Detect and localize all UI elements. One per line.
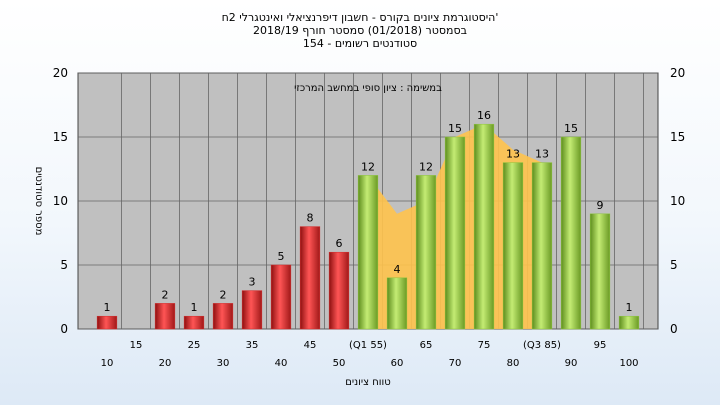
- y-tick-left: 20: [53, 66, 68, 80]
- data-label-65: 12: [419, 160, 433, 173]
- x-tick-upper: 95: [594, 340, 607, 351]
- y-tick-right: 5: [670, 258, 678, 272]
- data-label-95: 9: [597, 199, 604, 212]
- data-label-35: 3: [249, 276, 256, 289]
- x-tick-upper: 25: [188, 340, 201, 351]
- x-tick-lower: 50: [333, 358, 346, 369]
- y-tick-left: 15: [53, 130, 68, 144]
- x-tick-lower: 30: [217, 358, 230, 369]
- data-label-45: 8: [307, 212, 314, 225]
- x-tick-lower: 70: [449, 358, 462, 369]
- data-label-85: 13: [535, 148, 549, 161]
- bar-10: [96, 315, 118, 330]
- y-tick-right: 15: [670, 130, 685, 144]
- bar-25: [183, 315, 205, 330]
- chart-title-line-1: 'היסטוגרמת ציונים בקורס - חשבון דיפרנציא…: [221, 11, 499, 24]
- bar-30: [212, 303, 234, 330]
- bar-50: [328, 251, 350, 330]
- bar-20: [154, 303, 176, 330]
- data-label-40: 5: [278, 250, 285, 263]
- x-tick-upper: 15: [130, 340, 143, 351]
- bar-35: [241, 290, 263, 330]
- x-tick-upper: (Q1 55): [349, 340, 387, 351]
- data-label-90: 15: [564, 122, 578, 135]
- y-tick-right: 10: [670, 194, 685, 208]
- data-label-80: 13: [506, 148, 520, 161]
- data-label-30: 2: [220, 288, 227, 301]
- bar-45: [299, 226, 321, 330]
- bar-85: [531, 162, 553, 330]
- x-tick-lower: 40: [275, 358, 288, 369]
- data-label-100: 1: [626, 301, 633, 314]
- data-label-55: 12: [361, 160, 375, 173]
- data-label-60: 4: [394, 263, 401, 276]
- x-axis-label: טווח ציונים: [345, 377, 390, 388]
- bar-40: [270, 264, 292, 330]
- data-label-20: 2: [162, 288, 169, 301]
- x-tick-lower: 80: [507, 358, 520, 369]
- y-tick-left: 0: [60, 322, 68, 336]
- bar-80: [502, 162, 524, 330]
- data-label-70: 15: [448, 122, 462, 135]
- x-tick-lower: 60: [391, 358, 404, 369]
- bar-90: [560, 136, 582, 330]
- x-tick-upper: 35: [246, 340, 259, 351]
- data-label-75: 16: [477, 109, 491, 122]
- x-tick-upper: (Q3 85): [523, 340, 561, 351]
- task-annotation: במשימה : ציון סופי במחשב המרכזי: [294, 83, 442, 94]
- y-tick-left: 10: [53, 194, 68, 208]
- chart-title-line-3: סטודנטים רשומים - 154: [302, 37, 418, 50]
- bar-65: [415, 175, 437, 330]
- y-tick-right: 20: [670, 66, 685, 80]
- y-tick-left: 5: [60, 258, 68, 272]
- data-label-10: 1: [104, 301, 111, 314]
- y-axis-label: מספר סטודנטים: [33, 167, 44, 236]
- data-label-25: 1: [191, 301, 198, 314]
- x-tick-upper: 65: [420, 340, 433, 351]
- data-label-50: 6: [336, 237, 343, 250]
- chart-title-line-2: בסמסטר (01/2018) סמסטר חורף 2018/19: [253, 24, 467, 37]
- bar-60: [386, 277, 408, 330]
- x-tick-lower: 100: [619, 358, 638, 369]
- x-tick-upper: 75: [478, 340, 491, 351]
- bar-100: [618, 315, 640, 330]
- x-tick-lower: 90: [565, 358, 578, 369]
- x-tick-upper: 45: [304, 340, 317, 351]
- bar-70: [444, 136, 466, 330]
- x-tick-lower: 20: [159, 358, 172, 369]
- bar-95: [589, 213, 611, 330]
- x-tick-lower: 10: [101, 358, 114, 369]
- bar-75: [473, 123, 495, 330]
- bar-55: [357, 175, 379, 330]
- y-tick-right: 0: [670, 322, 678, 336]
